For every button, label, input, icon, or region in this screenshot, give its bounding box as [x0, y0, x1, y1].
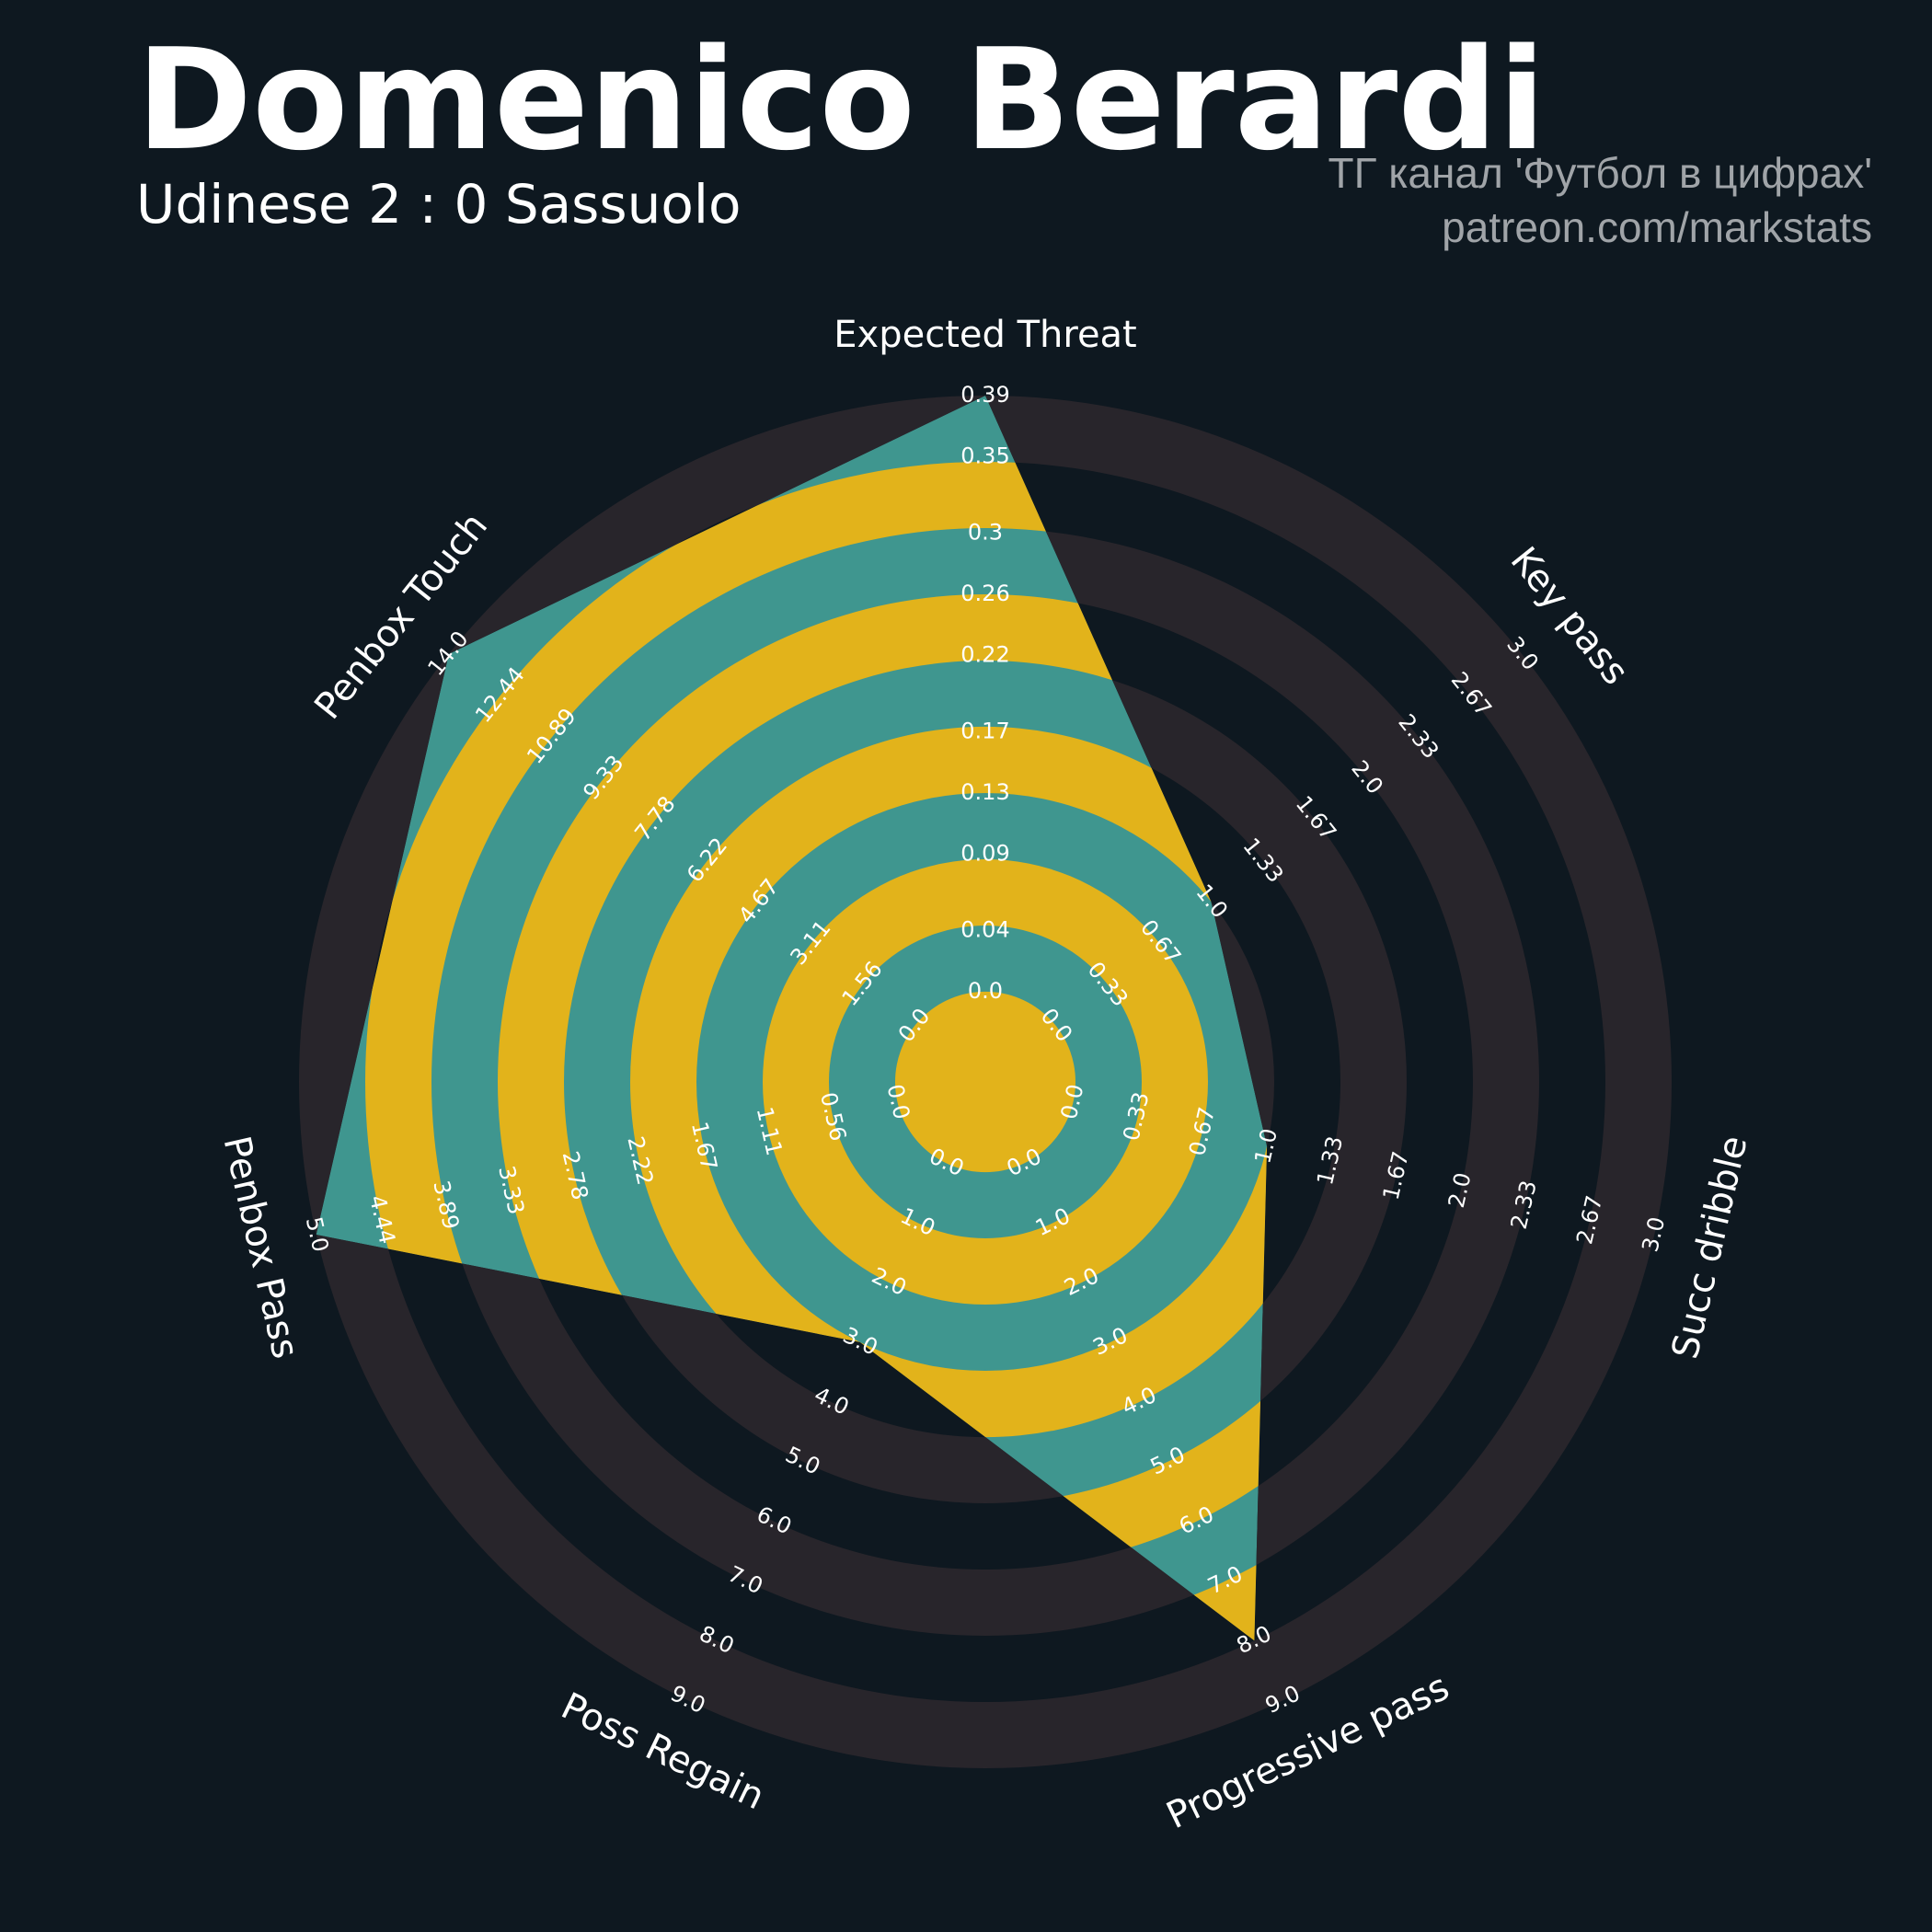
tick-label: 0.09	[960, 840, 1009, 866]
credit: patreon.com/markstats	[1442, 203, 1872, 251]
ring-fill	[763, 859, 1208, 1305]
tick-label: 0.35	[960, 443, 1009, 468]
chart-subtitle: Udinese 2 : 0 Sassuolo	[136, 173, 741, 236]
credit: ТГ канал 'Футбол в цифрах'	[1328, 149, 1872, 197]
radar-fill	[316, 396, 1268, 1641]
tick-label: 0.3	[968, 520, 1003, 546]
axis-label: Expected Threat	[834, 314, 1137, 356]
tick-label: 0.13	[960, 779, 1009, 805]
chart-title: Domenico Berardi	[136, 18, 1546, 181]
tick-label: 0.04	[960, 917, 1009, 943]
tick-label: 0.39	[960, 382, 1009, 408]
tick-label: 0.22	[960, 641, 1009, 667]
ring-fill	[894, 991, 1075, 1173]
tick-label: 0.0	[968, 978, 1003, 1004]
tick-label: 0.26	[960, 581, 1009, 606]
tick-label: 0.17	[960, 719, 1009, 744]
